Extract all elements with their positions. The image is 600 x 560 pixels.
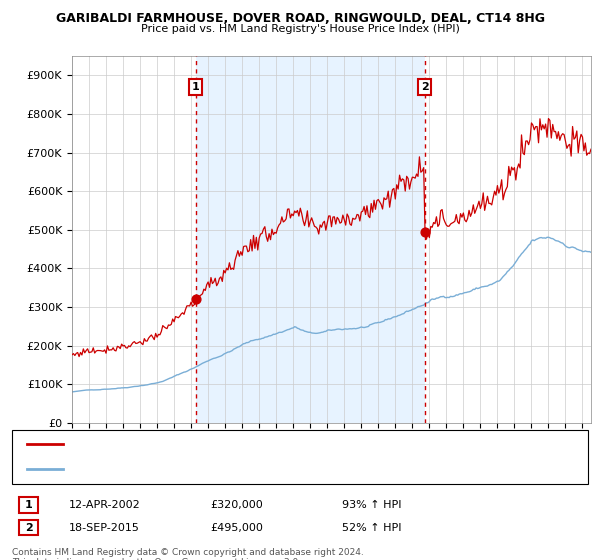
Text: 2: 2 — [421, 82, 428, 92]
Text: GARIBALDI FARMHOUSE, DOVER ROAD, RINGWOULD, DEAL, CT14 8HG (detached house): GARIBALDI FARMHOUSE, DOVER ROAD, RINGWOU… — [69, 440, 531, 449]
Text: Price paid vs. HM Land Registry's House Price Index (HPI): Price paid vs. HM Land Registry's House … — [140, 24, 460, 34]
Bar — [196, 56, 425, 423]
Text: 93% ↑ HPI: 93% ↑ HPI — [342, 500, 401, 510]
Text: £495,000: £495,000 — [210, 522, 263, 533]
Text: HPI: Average price, detached house, Dover: HPI: Average price, detached house, Dove… — [69, 464, 293, 474]
Text: 18-SEP-2015: 18-SEP-2015 — [69, 522, 140, 533]
Text: GARIBALDI FARMHOUSE, DOVER ROAD, RINGWOULD, DEAL, CT14 8HG: GARIBALDI FARMHOUSE, DOVER ROAD, RINGWOU… — [56, 12, 545, 25]
Text: 1: 1 — [192, 82, 200, 92]
Text: 2: 2 — [25, 522, 32, 533]
Text: 12-APR-2002: 12-APR-2002 — [69, 500, 141, 510]
Text: 1: 1 — [25, 500, 32, 510]
Text: 52% ↑ HPI: 52% ↑ HPI — [342, 522, 401, 533]
Point — [420, 227, 430, 236]
Text: £320,000: £320,000 — [210, 500, 263, 510]
Text: Contains HM Land Registry data © Crown copyright and database right 2024.
This d: Contains HM Land Registry data © Crown c… — [12, 548, 364, 560]
Point — [191, 295, 200, 304]
